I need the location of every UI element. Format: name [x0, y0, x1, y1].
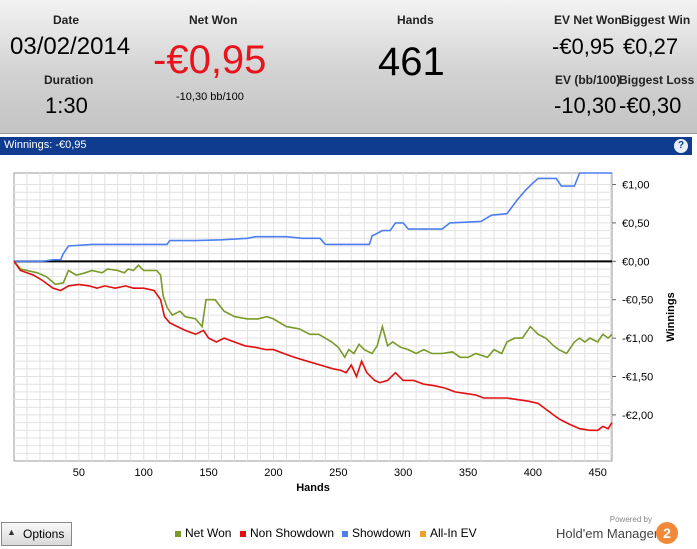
series-line-net-won [13, 260, 613, 359]
winnings-chart-svg: 50 100 150 200 250 300 350 400 450 €1,00 €0,50 €0,0… [13, 172, 677, 494]
net-won-bb100: -10,30 bb/100 [176, 91, 244, 103]
winnings-title: Winnings: -€0,95 [4, 139, 87, 151]
brand-name: Hold'em Manager [556, 526, 659, 541]
ev-bb100-value: -10,30 [554, 93, 617, 118]
net-won-label: Net Won [189, 13, 238, 27]
net-won-value: -€0,95 [153, 38, 267, 82]
hands-value: 461 [378, 40, 445, 84]
y-axis-label: Winnings [665, 292, 677, 341]
y-tick-label: -€1,00 [622, 333, 653, 345]
x-tick-label: 300 [394, 467, 412, 479]
x-tick-label: 150 [199, 467, 217, 479]
all-in-ev-swatch-icon [420, 530, 426, 537]
series-line-non-showdown [13, 260, 613, 432]
plot-area [13, 172, 613, 462]
legend-net-won[interactable]: Net Won [175, 526, 231, 540]
legend-showdown-label: Showdown [352, 526, 411, 540]
triangle-up-icon: ▲ [7, 527, 16, 537]
legend-non-showdown[interactable]: Non Showdown [240, 526, 334, 540]
ev-net-won-label: EV Net Won [554, 13, 622, 27]
hm2-logo-icon: 2 [656, 522, 678, 544]
biggest-loss-value: -€0,30 [619, 93, 682, 118]
x-tick-label: 400 [524, 467, 542, 479]
showdown-swatch-icon [342, 530, 348, 537]
biggest-loss-label: Biggest Loss [619, 73, 695, 87]
legend-all-in-ev-label: All-In EV [430, 526, 477, 540]
y-tick-label: €0,00 [622, 256, 650, 268]
series-line-showdown [14, 172, 612, 263]
y-tick-label: -€1,50 [622, 372, 653, 384]
winnings-title-bar: Winnings: -€0,95 ? [0, 137, 692, 155]
options-button[interactable]: ▲ Options [1, 522, 72, 546]
duration-label: Duration [44, 73, 94, 87]
hands-label: Hands [397, 13, 434, 27]
x-tick-label: 450 [589, 467, 607, 479]
y-tick-label: €1,00 [622, 180, 650, 192]
powered-by-text: Powered by [609, 515, 652, 524]
date-value: 03/02/2014 [10, 33, 131, 60]
duration-value: 1:30 [45, 93, 88, 118]
y-tick-label: €0,50 [622, 218, 650, 230]
y-tick-label: -€2,00 [622, 410, 653, 422]
x-tick-label: 50 [73, 467, 85, 479]
date-label: Date [53, 13, 80, 27]
x-axis-label: Hands [296, 482, 330, 494]
biggest-win-value: €0,27 [623, 34, 679, 59]
legend-non-showdown-label: Non Showdown [250, 526, 335, 540]
session-stats-panel: Date 03/02/2014 Duration 1:30 Net Won -€… [0, 0, 697, 134]
x-tick-label: 350 [459, 467, 477, 479]
brand-logo: Powered by Hold'em Manager 2 [556, 515, 686, 549]
ev-net-won-value: -€0,95 [552, 34, 615, 59]
legend-net-won-label: Net Won [185, 526, 232, 540]
x-tick-label: 100 [135, 467, 153, 479]
help-icon[interactable]: ? [674, 139, 688, 153]
legend-showdown[interactable]: Showdown [342, 526, 411, 540]
bottom-bar: ▲ Options Net Won Non Showdown Showdown … [0, 515, 697, 549]
x-tick-label: 200 [264, 467, 282, 479]
winnings-chart: 50 100 150 200 250 300 350 400 450 €1,00 €0,50 €0,0… [0, 155, 692, 517]
biggest-win-label: Biggest Win [621, 13, 691, 27]
net-won-swatch-icon [175, 530, 181, 537]
y-tick-label: -€0,50 [622, 295, 653, 307]
non-showdown-swatch-icon [240, 530, 246, 537]
options-label: Options [23, 527, 65, 541]
ev-bb100-label: EV (bb/100) [555, 73, 621, 87]
legend-all-in-ev[interactable]: All-In EV [420, 526, 477, 540]
x-tick-label: 250 [329, 467, 347, 479]
